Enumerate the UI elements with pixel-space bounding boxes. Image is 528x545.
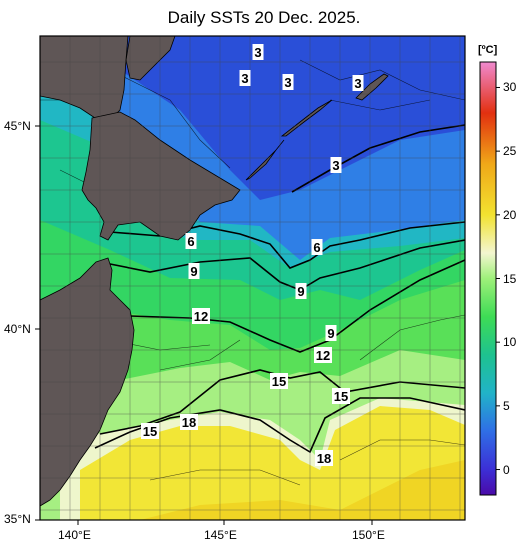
colorbar-unit: [ºC]: [478, 44, 498, 56]
contour-label-6-a-bg: [185, 233, 197, 249]
colorbar-tick-label: 30: [503, 80, 517, 95]
contour-label-3-a-bg: [252, 44, 264, 60]
contour-label-12-a-bg: [192, 308, 210, 324]
sst-band-19c: [80, 406, 465, 520]
contour-label-12-a: 12: [194, 309, 208, 324]
contour-label-15-a-bg: [270, 373, 288, 389]
contour-label-12-b: 12: [316, 348, 330, 363]
contour-label-3-c: 3: [284, 75, 291, 90]
contour-label-3-a: 3: [254, 45, 261, 60]
land-hokkaido: [81, 111, 241, 241]
contour-label-9-a-bg: [188, 263, 200, 279]
colorbar-tick-label: 20: [503, 207, 517, 222]
map-frame: [39, 35, 466, 521]
contour-label-12-b-bg: [314, 347, 332, 363]
contour-label-3-b: 3: [241, 71, 248, 86]
contour-label-15-a: 15: [272, 374, 286, 389]
contour-label-3-d-bg: [352, 75, 364, 91]
contour-label-15-c: 15: [143, 424, 157, 439]
contour-label-9-c: 9: [327, 326, 334, 341]
contour-label-18-b-bg: [315, 450, 333, 466]
contour-label-3-e-bg: [330, 157, 342, 173]
contour-label-6-b: 6: [313, 240, 320, 255]
contour-label-18-a: 18: [182, 415, 196, 430]
sst-band-21c: [140, 460, 465, 520]
lon-label-150: 150°E: [352, 528, 385, 542]
contour-label-3-c-bg: [282, 74, 294, 90]
colorbar-tick-label: 10: [503, 335, 517, 350]
contour-label-9-b-bg: [295, 283, 307, 299]
colorbar-tick-label: 25: [503, 144, 517, 159]
lat-label-35: 35°N: [4, 512, 31, 526]
contour-label-9-a: 9: [190, 264, 197, 279]
lat-label-40: 40°N: [4, 322, 31, 336]
colorbar-tick-label: 5: [503, 398, 510, 413]
contour-line-18: [94, 397, 465, 454]
lon-label-145: 145°E: [204, 528, 237, 542]
contour-label-3-d: 3: [354, 76, 361, 91]
map-title: Daily SSTs 20 Dec. 2025.: [167, 8, 361, 27]
contour-label-15-b: 15: [334, 389, 348, 404]
lat-label-45: 45°N: [4, 119, 31, 133]
contour-label-9-c-bg: [325, 325, 337, 341]
contour-label-9-b: 9: [297, 284, 304, 299]
graticule: [40, 36, 465, 520]
contour-label-18-b: 18: [317, 451, 331, 466]
land-sakhalin: [125, 36, 176, 81]
colorbar-tick-label: 15: [503, 271, 517, 286]
contour-label-15-b-bg: [332, 388, 350, 404]
contour-label-3-b-bg: [239, 70, 251, 86]
lon-label-140: 140°E: [58, 528, 91, 542]
colorbar-tick-label: 0: [503, 462, 510, 477]
contour-label-6-a: 6: [187, 234, 194, 249]
contour-label-15-c-bg: [141, 423, 159, 439]
colorbar-ticks: [496, 86, 500, 471]
contour-label-3-e: 3: [332, 158, 339, 173]
land-kuril-middle: [280, 99, 333, 137]
colorbar: [479, 61, 497, 496]
axis-ticks: [35, 125, 373, 525]
contour-label-18-a-bg: [180, 414, 198, 430]
contour-label-6-b-bg: [311, 239, 323, 255]
